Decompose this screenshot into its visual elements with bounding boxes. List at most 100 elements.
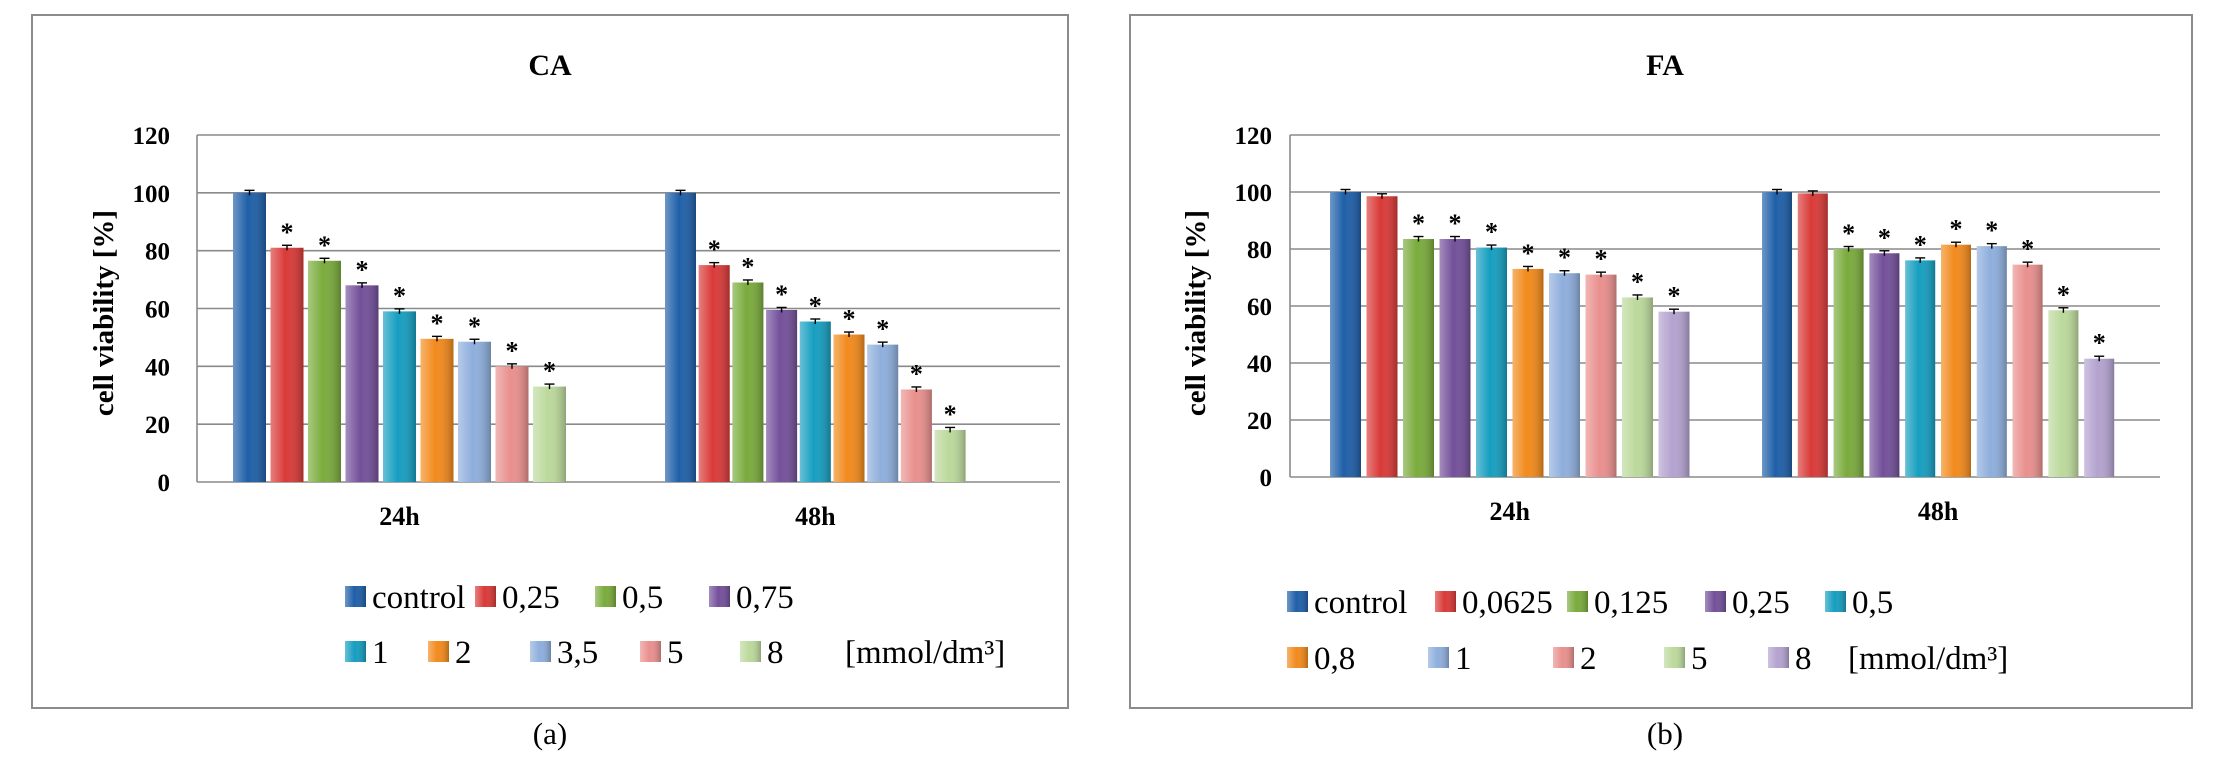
significance-marker: * [1985,216,1998,245]
bar-shading [458,341,491,482]
legend-swatch-shading [530,641,551,662]
legend-label: 0,75 [736,580,794,616]
bar-shading [1476,247,1507,477]
legend-swatch-shading [709,586,730,607]
significance-marker: * [468,312,481,341]
significance-marker: * [281,218,294,247]
significance-marker: * [1412,209,1425,238]
y-tick-label: 80 [1247,237,1272,264]
bar-shading [1658,311,1690,477]
significance-marker: * [1668,282,1681,311]
legend-unit-label: [mmol/dm³] [1848,641,2008,677]
panel-label-b: (b) [1647,716,1683,751]
x-category-label: 24h [1490,497,1531,526]
legend-swatch-shading [1567,591,1588,612]
significance-marker: * [356,255,369,284]
significance-marker: * [1950,215,1963,244]
significance-marker: * [2057,280,2070,309]
y-axis-label: cell viability [%] [88,210,120,416]
legend-label: control [1314,585,1407,621]
bar-shading [233,192,266,483]
bar-shading [900,389,932,482]
bar-shading [665,192,696,483]
legend-swatch-shading [1428,647,1449,668]
legend: control 0,0625 0,125 0,25 0,5 0,8 1 2 5 8 [mmol/dm… [1287,585,2008,677]
legend-swatch-shading [1553,647,1574,668]
significance-marker: * [1914,230,1927,259]
y-tick-label: 100 [133,181,171,208]
legend-swatch-shading [640,641,661,662]
bar-shading [533,386,566,482]
legend-swatch-shading [740,641,761,662]
legend-swatch-shading [1435,591,1456,612]
significance-marker: * [318,231,331,260]
bar-shading [732,282,764,482]
legend-label: 0,25 [1732,585,1790,621]
bar-shading [420,338,454,482]
bar-shading [345,285,379,482]
significance-marker: * [506,336,519,365]
significance-marker: * [1522,239,1535,268]
y-tick-label: 40 [145,354,170,381]
y-tick-label: 80 [145,239,170,266]
significance-marker: * [2021,235,2034,264]
legend-swatch-shading [428,641,449,662]
bar-shading [2084,358,2115,477]
legend-label: 0,5 [1852,585,1893,621]
bar-shading [1762,192,1792,477]
bar-shading [1905,260,1936,477]
bar-shading [934,429,966,482]
legend-swatch-shading [1705,591,1726,612]
bar-shading [383,311,416,482]
legend-swatch-shading [345,586,366,607]
significance-marker: * [2093,329,2106,358]
x-category-label: 24h [379,502,420,531]
significance-marker: * [741,252,754,281]
significance-marker: * [944,400,957,429]
bar-shading [1366,196,1398,477]
y-axis-label: cell viability [%] [1180,210,1212,416]
y-tick-label: 40 [1247,351,1272,378]
bar-shading [1869,253,1900,477]
bar-shading [2048,310,2079,477]
legend-swatch-shading [1825,591,1846,612]
legend-label: 0,0625 [1462,585,1553,621]
bar-shading [766,309,798,482]
legend-label: 0,25 [502,580,560,616]
bar-shading [1512,268,1544,477]
legend: control 0,25 0,5 0,75 1 2 3,5 5 8 [mmol/dm³] [345,580,1005,671]
legend-label: 2 [455,635,472,671]
bar-shading [1549,273,1580,477]
y-tick-label: 20 [1247,408,1272,435]
significance-marker: * [708,235,721,264]
significance-marker: * [876,315,889,344]
y-tick-label: 100 [1235,180,1273,207]
legend-label: 8 [1795,641,1812,677]
chart-panel-ca: CA cell viability [%] 0 20 40 60 80 100 120 24h… [31,14,1069,709]
significance-marker: * [1485,218,1498,247]
legend-label: 5 [667,635,684,671]
legend-label: 0,8 [1314,641,1355,677]
chart-title: CA [528,49,572,82]
significance-marker: * [1558,243,1571,272]
chart-panel-fa: FA cell viability [%] 0 20 40 60 80 100 120 24h… [1129,14,2193,709]
legend-label: 1 [372,635,389,671]
y-tick-label: 60 [145,297,170,324]
bar-shading [2012,264,2043,477]
significance-marker: * [1449,209,1462,238]
legend-label: 0,5 [622,580,663,616]
legend-swatch-shading [1287,647,1308,668]
y-tick-label: 20 [145,412,170,439]
bar-shading [1439,239,1471,477]
y-tick-label: 60 [1247,294,1272,321]
significance-marker: * [775,280,788,309]
significance-marker: * [1631,267,1644,296]
significance-marker: * [1878,223,1891,252]
bar-shading [799,321,831,482]
bar-shading [270,247,304,482]
bar-shading [1797,193,1828,478]
bar-shading [1833,249,1864,477]
significance-marker: * [910,359,923,388]
